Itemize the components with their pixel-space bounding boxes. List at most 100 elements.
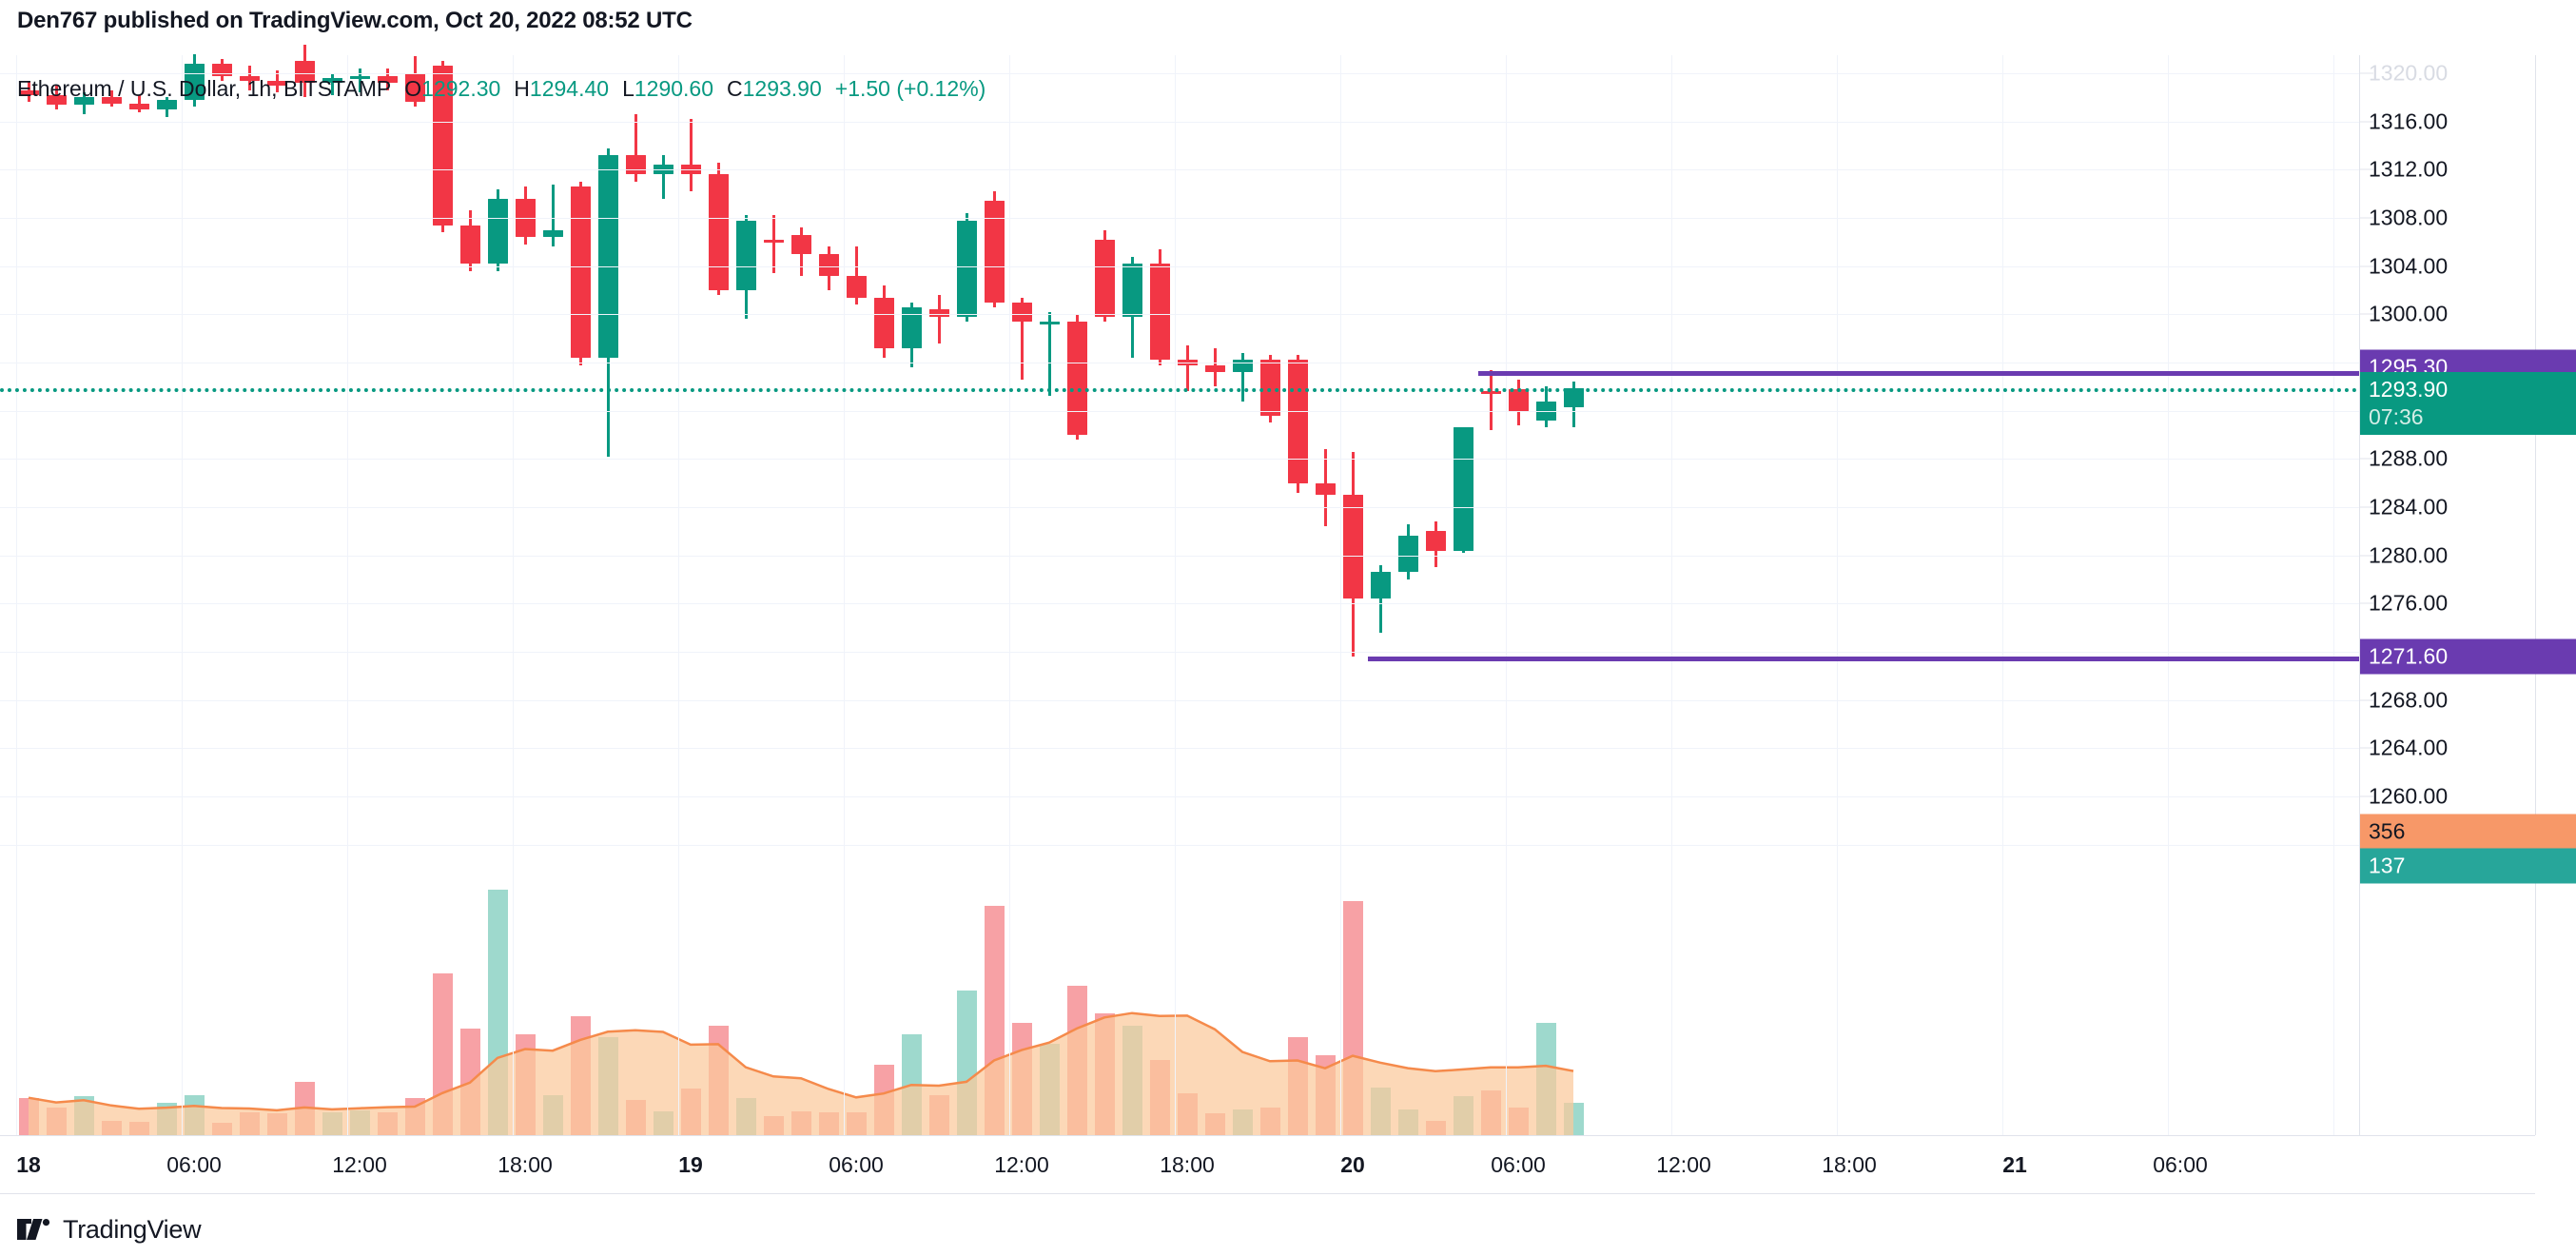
candle-body <box>73 97 94 105</box>
gridline-horizontal <box>0 555 2359 557</box>
time-axis-time-label: 06:00 <box>166 1152 222 1177</box>
gridline-vertical <box>346 55 348 1135</box>
support-price-badge[interactable]: 1271.60 <box>2360 638 2576 675</box>
chart-plot-area[interactable] <box>0 44 2359 1135</box>
gridline-horizontal <box>0 459 2359 461</box>
candle-body <box>294 61 315 84</box>
candle-body <box>597 155 618 358</box>
candle-body <box>487 198 508 265</box>
tradingview-brand: TradingView <box>63 1214 202 1244</box>
legend-symbol[interactable]: Ethereum / U.S. Dollar, 1h, BITSTAMP <box>17 76 392 101</box>
candle-body <box>1204 364 1225 373</box>
volume-ma-badge[interactable]: 356 <box>2360 814 2576 850</box>
candle-body <box>1480 391 1501 395</box>
gridline-vertical <box>15 55 17 1135</box>
tradingview-logo-icon <box>17 1219 50 1240</box>
legend-close-label: C <box>727 76 743 101</box>
support-price-badge-value: 1271.60 <box>2369 643 2449 669</box>
gridline-horizontal <box>0 603 2359 605</box>
last-price-badge-time: 07:36 <box>2369 403 2424 429</box>
candle-body <box>708 174 729 290</box>
price-axis-tick-mark <box>2360 506 2373 508</box>
price-axis-tick-label: 1264.00 <box>2369 735 2449 760</box>
gridline-vertical <box>512 55 514 1135</box>
gridline-horizontal <box>0 410 2359 412</box>
time-axis-time-label: 06:00 <box>2153 1152 2208 1177</box>
price-axis-right-border <box>2535 55 2536 1135</box>
candle-body <box>1397 536 1418 573</box>
candle-wick <box>1378 564 1382 633</box>
price-axis-tick-mark <box>2360 458 2373 460</box>
volume-ma-area <box>28 1011 1574 1135</box>
price-pane[interactable] <box>0 44 2359 869</box>
time-axis-time-label: 06:00 <box>1491 1152 1546 1177</box>
gridline-vertical <box>181 55 183 1135</box>
candle-body <box>928 309 949 317</box>
time-axis-time-label: 18:00 <box>498 1152 553 1177</box>
publisher-credit: Den767 published on TradingView.com, Oct… <box>17 8 693 33</box>
candle-body <box>763 239 784 243</box>
candle-body <box>1122 264 1142 317</box>
legend-low-label: L <box>622 76 634 101</box>
price-axis-tick-mark <box>2360 699 2373 701</box>
candle-body <box>1039 321 1060 324</box>
candle-body <box>1508 388 1529 411</box>
price-axis-tick-label: 1316.00 <box>2369 108 2449 134</box>
gridline-horizontal <box>0 265 2359 267</box>
time-axis-date-label: 19 <box>678 1152 703 1177</box>
candle-body <box>625 155 646 175</box>
time-axis[interactable]: 18 06:00 12:00 18:00 19 06:00 12:00 18:00 20 06:0… <box>0 1135 2576 1194</box>
candle-body <box>735 220 756 290</box>
gridline-vertical <box>2332 55 2334 1135</box>
gridline-horizontal <box>0 748 2359 750</box>
resistance-level-line[interactable] <box>1477 370 2359 376</box>
volume-pane[interactable] <box>0 869 2359 1135</box>
volume-ma-badge-value: 356 <box>2369 818 2406 844</box>
candle-body <box>1011 302 1032 322</box>
candle-body <box>901 306 922 348</box>
candle-wick <box>937 295 941 343</box>
chart-legend[interactable]: Ethereum / U.S. Dollar, 1h, BITSTAMP O129… <box>17 76 986 102</box>
gridline-horizontal <box>0 121 2359 123</box>
price-axis-tick-label: 1304.00 <box>2369 253 2449 279</box>
candle-body <box>46 94 67 105</box>
price-axis-tick-label: 1284.00 <box>2369 494 2449 520</box>
gridline-vertical <box>1174 55 1176 1135</box>
candle-body <box>846 275 867 298</box>
legend-change: +1.50 (+0.12%) <box>834 76 986 101</box>
time-axis-date-label: 20 <box>1340 1152 1365 1177</box>
price-axis-tick-mark <box>2360 555 2373 557</box>
price-axis[interactable]: USD <box>2359 55 2576 1135</box>
footer: TradingView <box>17 1210 202 1248</box>
gridline-vertical <box>1008 55 1010 1135</box>
candle-body <box>1066 321 1087 435</box>
candle-body <box>1149 264 1170 361</box>
gridline-horizontal <box>0 844 2359 846</box>
last-price-badge[interactable]: 1293.90 07:36 <box>2360 371 2576 435</box>
time-axis-time-label: 18:00 <box>1160 1152 1215 1177</box>
candle-body <box>1287 360 1308 483</box>
candle-wick <box>330 73 334 95</box>
price-axis-tick-label: 1260.00 <box>2369 783 2449 809</box>
candle-body <box>818 254 839 276</box>
last-price-badge-value: 1293.90 <box>2369 376 2449 402</box>
candle-body <box>542 229 563 238</box>
time-axis-date-label: 18 <box>16 1152 41 1177</box>
candle-body <box>184 63 205 100</box>
price-axis-tick-mark <box>2360 747 2373 749</box>
time-axis-time-label: 12:00 <box>1656 1152 1711 1177</box>
support-level-line[interactable] <box>1367 657 2359 662</box>
candle-body <box>1177 360 1198 365</box>
price-axis-tick-mark <box>2360 121 2373 123</box>
candle-wick <box>1020 297 1024 380</box>
candle-body <box>101 97 122 104</box>
gridline-horizontal <box>0 73 2359 74</box>
legend-low-value: 1290.60 <box>634 76 713 101</box>
time-axis-time-label: 12:00 <box>994 1152 1049 1177</box>
price-axis-tick-label: 1300.00 <box>2369 301 2449 326</box>
price-axis-tick-label: 1280.00 <box>2369 542 2449 568</box>
volume-last-badge[interactable]: 137 <box>2360 848 2576 884</box>
gridline-vertical <box>1505 55 1507 1135</box>
time-axis-time-label: 18:00 <box>1822 1152 1877 1177</box>
candle-wick <box>1240 352 1244 402</box>
